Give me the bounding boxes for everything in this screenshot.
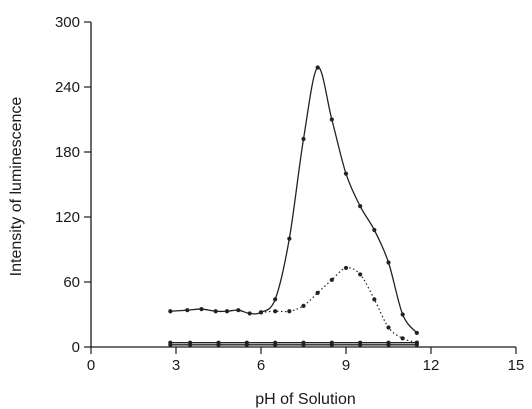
series-2-point [273,309,278,314]
x-axis-title: pH of Solution [255,391,356,408]
y-tick-label: 60 [63,274,80,291]
x-tick-label: 12 [423,357,440,374]
series-1-point [329,117,334,122]
series-4-point [414,342,419,347]
series-1-point [386,260,391,265]
series-1-point [236,308,241,313]
series-2-point [358,272,363,277]
series-1-point [199,306,204,312]
series-1-line [170,66,418,334]
x-tick-label: 3 [172,357,180,374]
x-tick-label: 15 [508,357,525,374]
series-2-point [287,309,292,314]
axes [90,22,516,348]
series-2-point [372,297,377,302]
series-2-point [329,277,334,282]
series-4-point [273,342,278,347]
series-2-point [343,265,349,271]
series-2-point [386,325,391,330]
series-1-point [372,227,377,233]
series-1-point [247,311,252,316]
series-4 [168,342,419,347]
series-4-point [329,342,334,347]
series-1-point [343,171,349,176]
series-2-point [258,310,264,315]
y-axis-title: Intensity of luminescence [8,97,25,277]
series-1-point [400,312,405,317]
series-1-point [315,65,320,70]
y-tick-label: 120 [55,209,80,226]
y-tick-label: 0 [72,339,80,356]
x-tick-label: 0 [87,357,95,374]
series-4-point [358,342,363,347]
series-1-point [224,309,230,314]
series-1-point [287,236,292,241]
x-tick-label: 9 [342,357,350,374]
series-1-point [358,204,363,209]
y-tick-label: 300 [55,14,80,31]
ticks-layer: 0 60 120 180 240 300 0 3 6 9 12 15 [55,14,524,374]
series-1-point [213,309,218,314]
series-2-point [315,290,320,295]
series-4-point [301,342,306,347]
series-4-point [216,342,221,347]
series-1-point [185,308,190,313]
series-2 [258,265,419,345]
series-layer [168,65,419,347]
series-2-line [260,267,418,344]
series-4-point [244,342,249,347]
series-1 [168,65,419,336]
x-tick-label: 6 [257,357,265,374]
series-1-point [414,330,419,336]
series-4-point [168,342,173,347]
series-1-point [273,297,278,302]
y-tick-label: 180 [55,144,80,161]
series-4-point [188,342,193,347]
series-1-point [301,136,306,142]
series-3 [168,340,419,345]
series-2-point [400,336,405,341]
y-tick-label: 240 [55,79,80,96]
series-4-point [386,342,391,347]
series-2-point [301,303,306,308]
series-1-point [168,309,173,314]
